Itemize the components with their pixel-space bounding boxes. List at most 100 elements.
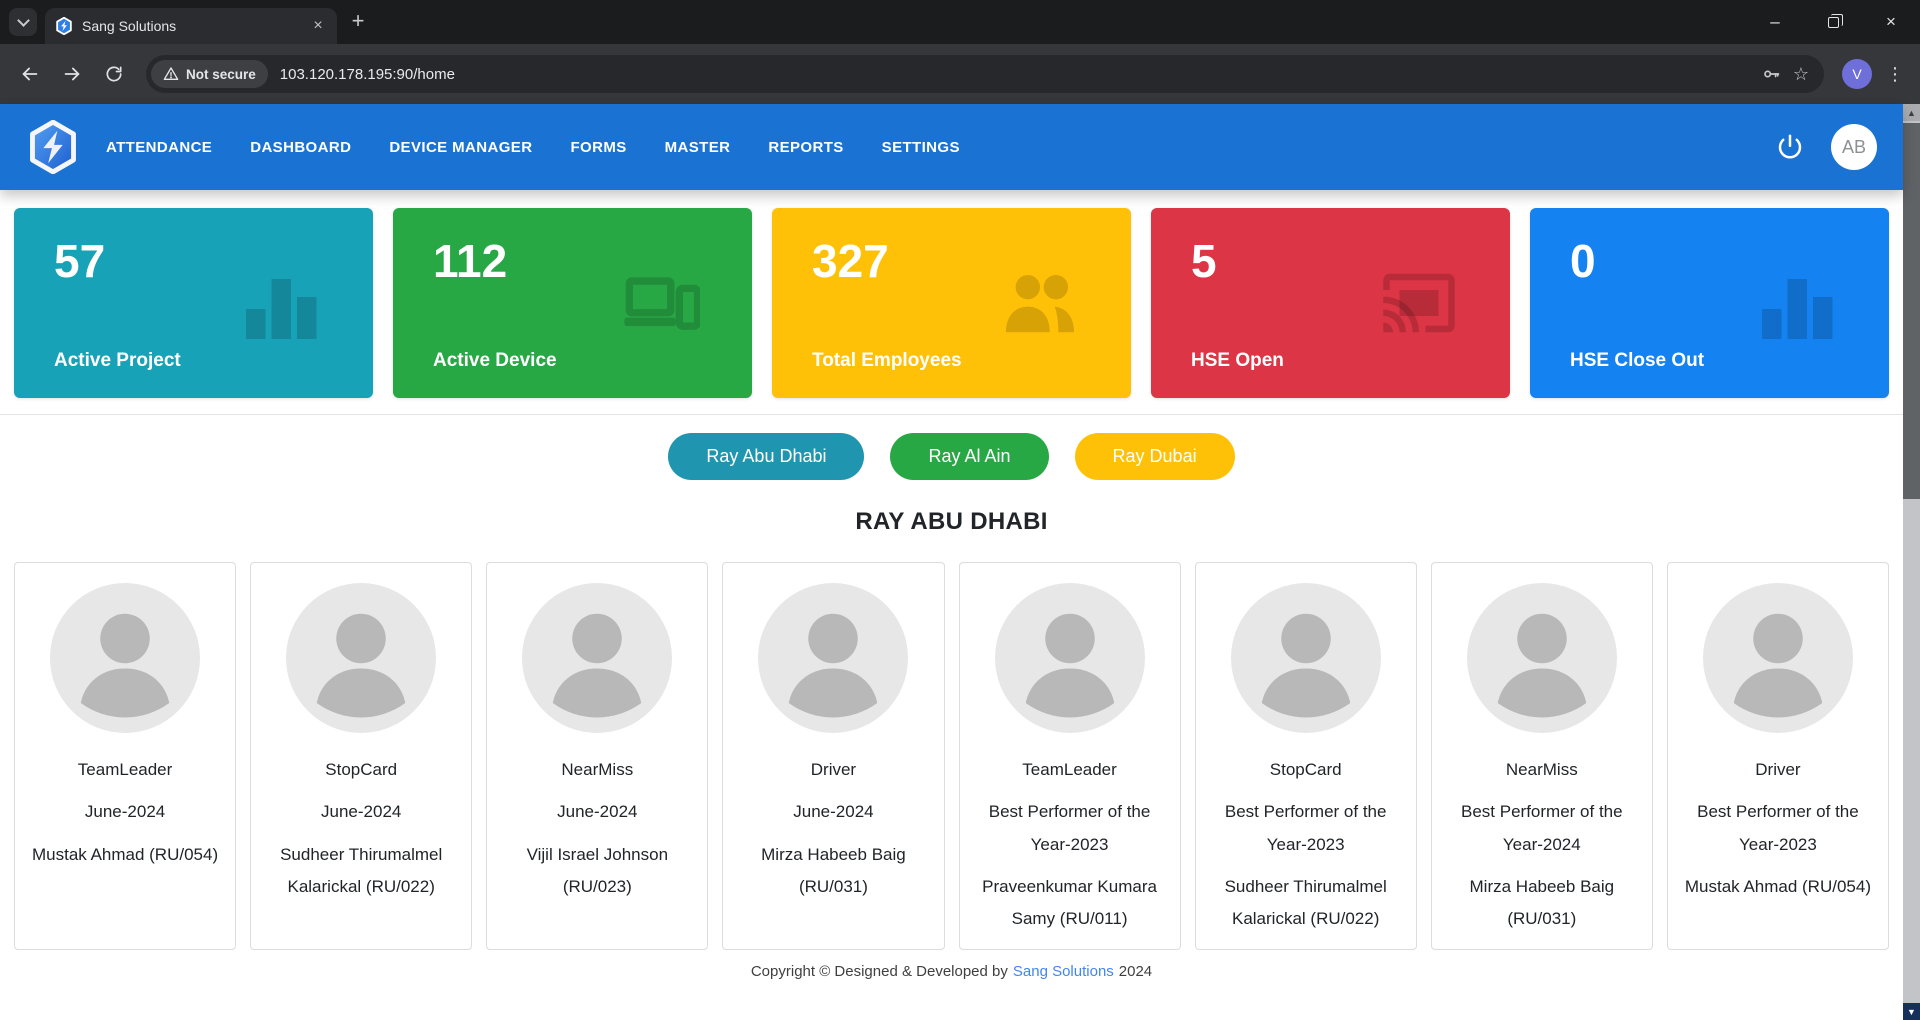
logout-power-icon[interactable] — [1775, 132, 1805, 162]
employee-card: StopCard Best Performer of the Year-2023… — [1194, 562, 1417, 950]
employee-category: Driver — [1755, 760, 1801, 779]
stat-card-active-device[interactable]: 112 Active Device — [393, 208, 752, 398]
employee-category: TeamLeader — [77, 760, 173, 779]
browser-tab[interactable]: Sang Solutions × — [45, 8, 337, 44]
restore-icon — [1827, 13, 1843, 28]
employee-category: NearMiss — [1505, 760, 1578, 779]
stat-card-active-project[interactable]: 57 Active Project — [14, 208, 373, 398]
app-logo[interactable] — [26, 120, 80, 174]
menu-item-master[interactable]: MASTER — [664, 138, 731, 156]
browser-tab-strip: Sang Solutions × + – × — [0, 0, 1920, 44]
menu-item-device-manager[interactable]: DEVICE MANAGER — [389, 138, 533, 156]
people-icon — [1005, 274, 1075, 333]
employee-period: June-2024 — [84, 802, 166, 822]
employee-period: Best Performer of the Year-2023 — [1697, 802, 1859, 854]
employee-name: Vijil Israel Johnson (RU/023) — [526, 844, 669, 896]
tab-search-button[interactable] — [9, 8, 37, 36]
scrollbar-thumb[interactable] — [1903, 123, 1920, 499]
site-security-chip[interactable]: Not secure — [151, 60, 268, 88]
app-navbar: ATTENDANCE DASHBOARD DEVICE MANAGER FORM… — [0, 104, 1903, 190]
stat-card-hse-close-out[interactable]: 0 HSE Close Out — [1530, 208, 1889, 398]
forward-icon — [64, 67, 80, 81]
back-button[interactable] — [12, 56, 48, 92]
person-placeholder-avatar — [50, 583, 201, 733]
employee-card: NearMiss June-2024 Vijil Israel Johnson … — [486, 562, 709, 950]
filter-button-ray-abu-dhabi[interactable]: Ray Abu Dhabi — [668, 433, 865, 480]
address-bar[interactable]: Not secure 103.120.178.195:90/home ☆ — [146, 55, 1824, 93]
menu-item-attendance[interactable]: ATTENDANCE — [106, 138, 213, 156]
employee-card: StopCard June-2024 Sudheer Thirumalmel K… — [250, 562, 473, 950]
stat-value: 327 — [812, 235, 889, 287]
browser-toolbar: Not secure 103.120.178.195:90/home ☆ V ⋮ — [0, 44, 1920, 104]
employee-category: Driver — [810, 760, 857, 779]
stat-card-hse-open[interactable]: 5 HSE Open — [1151, 208, 1510, 398]
person-placeholder-avatar — [758, 583, 909, 733]
window-close-button[interactable]: × — [1886, 12, 1896, 31]
employee-card: TeamLeader June-2024 Mustak Ahmad (RU/05… — [14, 562, 237, 950]
back-icon — [22, 67, 38, 81]
navbar-right: AB — [1775, 124, 1877, 170]
bar-chart-icon — [246, 279, 317, 339]
stat-label: HSE Close Out — [1570, 350, 1705, 371]
stat-label: HSE Open — [1191, 350, 1284, 371]
stat-card-total-employees[interactable]: 327 Total Employees — [772, 208, 1131, 398]
employee-name: Mirza Habeeb Baig (RU/031) — [761, 844, 906, 896]
warning-icon — [163, 67, 179, 80]
employee-period: Best Performer of the Year-2023 — [1224, 802, 1387, 854]
footer-link[interactable]: Sang Solutions — [1012, 962, 1114, 980]
employee-category: TeamLeader — [1022, 760, 1117, 779]
forward-button[interactable] — [54, 56, 90, 92]
section-title: RAY ABU DHABI — [855, 508, 1048, 535]
employee-card: Driver June-2024 Mirza Habeeb Baig (RU/0… — [722, 562, 945, 950]
user-avatar[interactable]: AB — [1831, 124, 1877, 170]
stat-label: Active Project — [54, 350, 181, 371]
menu-item-reports[interactable]: REPORTS — [768, 138, 844, 156]
cast-icon — [1383, 273, 1455, 333]
vertical-scrollbar[interactable]: ▲ ▼ — [1903, 104, 1920, 1020]
stat-cards-row: 57 Active Project 112 Active Device 327 … — [0, 190, 1903, 398]
browser-profile-avatar[interactable]: V — [1842, 59, 1872, 89]
stat-label: Active Device — [433, 350, 557, 371]
tab-close-icon[interactable]: × — [313, 17, 323, 34]
new-tab-button[interactable]: + — [351, 8, 365, 33]
filter-button-ray-al-ain[interactable]: Ray Al Ain — [890, 433, 1049, 480]
page-footer: Copyright © Designed & Developed by Sang… — [0, 950, 1903, 992]
menu-item-settings[interactable]: SETTINGS — [881, 138, 960, 156]
page-content: ATTENDANCE DASHBOARD DEVICE MANAGER FORM… — [0, 104, 1903, 1020]
scroll-down-button[interactable]: ▼ — [1903, 1003, 1920, 1020]
window-minimize-button[interactable]: – — [1770, 12, 1780, 31]
reload-icon — [106, 66, 122, 82]
employee-period: June-2024 — [793, 802, 874, 822]
devices-icon — [624, 277, 700, 330]
filter-button-ray-dubai[interactable]: Ray Dubai — [1074, 433, 1235, 480]
window-restore-button[interactable] — [1804, 0, 1862, 44]
stat-value: 5 — [1191, 235, 1217, 287]
stat-value: 0 — [1570, 235, 1596, 287]
tab-title: Sang Solutions — [82, 18, 177, 34]
scroll-up-button[interactable]: ▲ — [1903, 104, 1920, 121]
employee-name: Sudheer Thirumalmel Kalarickal (RU/022) — [280, 844, 443, 896]
employee-card: TeamLeader Best Performer of the Year-20… — [958, 562, 1181, 950]
bar-chart-icon — [1762, 279, 1833, 339]
menu-item-forms[interactable]: FORMS — [570, 138, 627, 156]
browser-menu-button[interactable]: ⋮ — [1886, 63, 1904, 84]
site-panel: Ray Abu Dhabi Ray Al Ain Ray Dubai RAY A… — [0, 414, 1903, 950]
employee-period: June-2024 — [321, 802, 402, 822]
stat-label: Total Employees — [812, 350, 962, 371]
employee-name: Mustak Ahmad (RU/054) — [31, 844, 219, 864]
password-key-button[interactable] — [1756, 59, 1786, 89]
window-controls: – × — [1746, 0, 1920, 44]
url-path: /home — [413, 65, 455, 83]
employee-category: StopCard — [325, 760, 398, 779]
employee-card: NearMiss Best Performer of the Year-2024… — [1430, 562, 1653, 950]
employee-cards-row: TeamLeader June-2024 Mustak Ahmad (RU/05… — [0, 562, 1903, 950]
main-menu: ATTENDANCE DASHBOARD DEVICE MANAGER FORM… — [106, 139, 960, 156]
employee-period: June-2024 — [557, 802, 638, 822]
person-placeholder-avatar — [286, 583, 437, 733]
stat-value: 112 — [433, 235, 508, 287]
menu-item-dashboard[interactable]: DASHBOARD — [250, 138, 352, 156]
employee-period: Best Performer of the Year-2023 — [988, 802, 1151, 854]
key-icon — [1764, 70, 1780, 78]
bookmark-star-button[interactable]: ☆ — [1792, 63, 1810, 84]
reload-button[interactable] — [96, 56, 132, 92]
